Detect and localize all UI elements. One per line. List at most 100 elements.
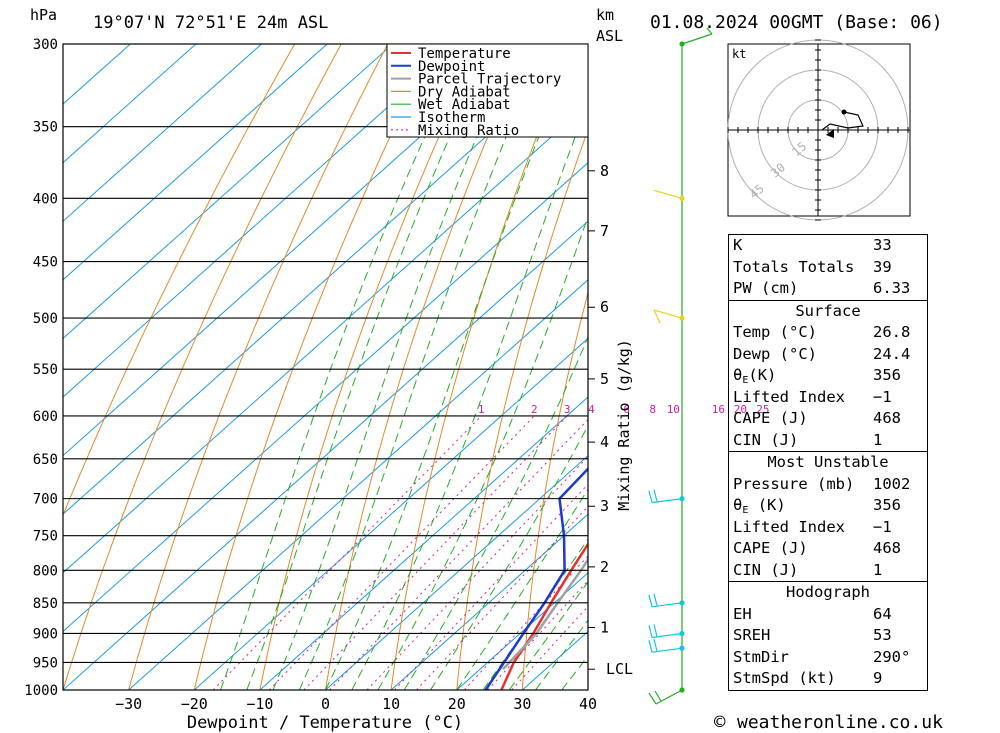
- km-tick-label: 8: [600, 162, 609, 180]
- surface-theta-row: θE(K) 356: [733, 366, 901, 386]
- mixing-ratio-label: 2: [531, 403, 538, 416]
- index-row-pw: PW (cm) 6.33: [733, 279, 911, 297]
- isotherm-line: [128, 279, 588, 690]
- isotherm-line: [63, 44, 394, 340]
- legend-entry: Dry Adiabat: [418, 84, 511, 100]
- wet-adiabat-line: [325, 44, 577, 690]
- km-tick-label: LCL: [606, 660, 633, 678]
- profile-temperature: [500, 541, 588, 690]
- mixing-ratio-label: 16: [712, 403, 725, 416]
- wind-barb: [653, 309, 683, 324]
- website-link[interactable]: weatheronline.co.uk: [737, 712, 943, 733]
- datetime-title: 01.08.2024 00GMT (Base: 06): [650, 12, 943, 33]
- isotherm-line: [63, 44, 262, 222]
- pressure-tick-label: 800: [33, 563, 58, 579]
- wet-adiabat-line: [298, 44, 546, 690]
- mixing-ratio-axis-label: Mixing Ratio (g/kg): [615, 339, 633, 511]
- stmdir-row: StmDir 290°: [733, 647, 911, 666]
- mixing-ratio-label: 6: [623, 403, 630, 416]
- temperature-tick-label: 10: [382, 695, 400, 713]
- pressure-tick-label: 750: [33, 529, 58, 545]
- isotherm-line: [259, 396, 588, 690]
- profile-dewpoint: [484, 467, 588, 690]
- mu-li-row: Lifted Index −1: [733, 517, 892, 536]
- hodograph-point: [841, 109, 847, 115]
- km-tick-label: 3: [600, 497, 609, 515]
- surface-cin-row: CIN (J) 1: [733, 430, 883, 449]
- mu-cape-row: CAPE (J) 468: [733, 539, 901, 557]
- hodograph-trace: [821, 111, 864, 131]
- wind-barb: [648, 593, 683, 608]
- wind-profile: [648, 27, 713, 705]
- mu-pressure-row: Pressure (mb) 1002: [733, 474, 911, 493]
- legend-entry: Dewpoint: [418, 59, 485, 75]
- dry-adiabat-line: [956, 44, 992, 690]
- isotherm-line: [390, 513, 588, 690]
- mixing-ratio-label: 25: [756, 403, 769, 416]
- storm-motion-marker: [826, 129, 834, 138]
- indices-table: K 33 Totals Totals 39 PW (cm) 6.33 Surface …: [728, 234, 928, 691]
- isotherm-line: [63, 44, 588, 515]
- eh-row: EH 64: [733, 604, 892, 623]
- sreh-row: SREH 53: [733, 626, 892, 644]
- pressure-tick-label: 700: [33, 492, 58, 508]
- legend-entry: Mixing Ratio: [418, 123, 519, 139]
- wet-adiabat-line: [430, 424, 588, 690]
- temperature-tick-label: −10: [246, 695, 273, 713]
- asl-unit-label: ASL: [596, 27, 623, 45]
- plot-frame: [62, 43, 589, 691]
- km-unit-label: km: [596, 6, 614, 24]
- index-row-k: K 33: [733, 236, 892, 254]
- mixing-ratio-label: 4: [588, 403, 595, 416]
- surface-cape-row: CAPE (J) 468: [733, 409, 901, 427]
- km-tick-label: 1: [600, 618, 609, 636]
- mixing-ratio-line: [303, 415, 568, 690]
- x-axis-title: Dewpoint / Temperature (°C): [187, 713, 463, 733]
- dry-adiabat-line: [63, 44, 342, 690]
- pressure-tick-label: 1000: [24, 683, 58, 699]
- hodograph-unit: kt: [732, 47, 746, 61]
- isotherm-line: [63, 161, 588, 633]
- legend-entry: Temperature: [418, 46, 511, 62]
- index-row-totals: Totals Totals 39: [733, 257, 892, 276]
- wind-barb: [648, 689, 683, 705]
- legend-entry: Isotherm: [418, 110, 485, 126]
- temperature-tick-label: −20: [181, 695, 208, 713]
- km-tick-label: 7: [600, 222, 609, 240]
- wind-barb: [681, 27, 713, 45]
- pressure-tick-label: 550: [33, 362, 58, 378]
- dry-adiabat-line: [587, 673, 588, 690]
- wind-barb: [648, 639, 683, 653]
- wet-adiabat-line: [403, 335, 588, 690]
- pressure-tick-label: 950: [33, 655, 58, 671]
- dry-adiabat-line: [521, 290, 588, 690]
- mixing-ratio-label: 1: [478, 403, 485, 416]
- isotherm-line: [63, 44, 459, 398]
- temperature-tick-label: 30: [513, 695, 531, 713]
- mixing-ratio-label: 20: [734, 403, 747, 416]
- pressure-unit-label: hPa: [30, 6, 57, 24]
- dry-adiabat-line: [325, 44, 528, 690]
- km-tick-label: 4: [600, 433, 609, 451]
- pressure-tick-label: 350: [33, 120, 58, 136]
- temperature-tick-label: 20: [448, 695, 466, 713]
- mixing-ratio-label: 3: [564, 403, 571, 416]
- pressure-tick-label: 600: [33, 409, 58, 425]
- km-tick-label: 5: [600, 370, 609, 388]
- isotherm-line: [325, 454, 588, 690]
- mixing-ratio-label: 10: [667, 403, 680, 416]
- mixing-ratio-label: 8: [649, 403, 656, 416]
- isotherm-line: [63, 44, 525, 457]
- mu-theta-row: θE (K) 356: [733, 496, 901, 516]
- legend-entry: Wet Adiabat: [418, 97, 511, 113]
- isotherm-line: [63, 44, 131, 105]
- isotherm-line: [63, 220, 588, 690]
- pressure-tick-label: 400: [33, 191, 58, 207]
- pressure-tick-label: 650: [33, 452, 58, 468]
- wind-barb: [648, 489, 683, 504]
- most-unstable-section-title: Most Unstable: [729, 451, 927, 474]
- surface-li-row: Lifted Index −1: [733, 387, 892, 406]
